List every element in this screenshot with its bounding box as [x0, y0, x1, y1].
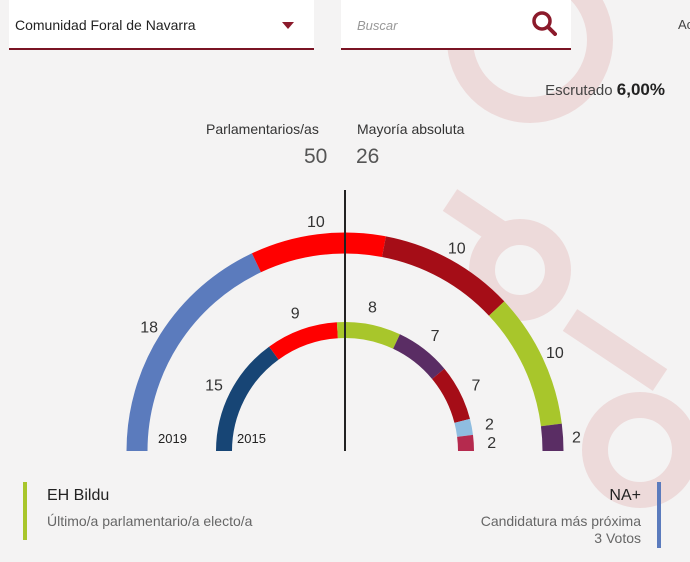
inner-ring-2015-seat-label: 9: [291, 306, 300, 323]
outer-ring-2019-segment[interactable]: [540, 423, 564, 452]
escrutado-status: Escrutado 6,00%: [545, 80, 665, 100]
outer-ring-2019-segment[interactable]: [251, 232, 386, 273]
inner-ring-2015-segment[interactable]: [216, 346, 279, 452]
majority-value: 26: [356, 145, 380, 168]
last-elected-card: EH Bildu Último/a parlamentario/a electo…: [23, 482, 252, 540]
inner-ring-2015-segment[interactable]: [269, 322, 339, 360]
outer-ring-2019-seat-label: 10: [448, 241, 466, 258]
outer-ring-2019-segment[interactable]: [488, 301, 562, 427]
next-candidate-caption-line: Candidatura más próxima: [480, 513, 641, 529]
inner-ring-2015-segment[interactable]: [392, 334, 445, 380]
clipped-link[interactable]: Ac: [678, 17, 690, 32]
inner-ring-2015-year-label: 2015: [237, 431, 266, 446]
last-elected-caption: Último/a parlamentario/a electo/a: [47, 513, 253, 529]
inner-ring-2015-seat-label: 2: [487, 435, 496, 452]
search-input[interactable]: [355, 12, 529, 38]
seats-label: Parlamentarios/as: [206, 121, 319, 137]
outer-ring-2019-segment[interactable]: [381, 236, 505, 316]
outer-ring-2019-seat-label: 18: [140, 320, 158, 337]
outer-ring-2019-segment[interactable]: [126, 253, 261, 452]
inner-ring-2015-seat-label: 8: [368, 300, 377, 317]
escrutado-label: Escrutado: [545, 82, 613, 99]
inner-ring-2015-segment[interactable]: [336, 322, 400, 349]
next-candidate-caption: Candidatura más próxima 3 Votos: [481, 513, 641, 547]
last-elected-party: EH Bildu: [47, 487, 110, 504]
search-icon[interactable]: [531, 10, 557, 41]
next-candidate-votes: 3 Votos: [594, 530, 641, 546]
outer-ring-2019-seat-label: 10: [546, 345, 564, 362]
outer-ring-2019-seat-label: 2: [572, 429, 581, 446]
inner-ring-2015-seat-label: 7: [431, 328, 440, 345]
inner-ring-2015-segment[interactable]: [457, 434, 475, 452]
seats-value: 50: [304, 145, 328, 168]
inner-ring-2015-seat-label: 15: [205, 377, 223, 394]
inner-ring-2015-segment[interactable]: [431, 368, 470, 424]
majority-label: Mayoría absoluta: [357, 121, 465, 137]
escrutado-value: 6,00%: [616, 80, 665, 99]
inner-ring-2015-seat-label: 2: [485, 417, 494, 434]
chevron-down-icon: [282, 22, 294, 29]
outer-ring-2019-seat-label: 10: [307, 214, 325, 231]
inner-ring-2015-seat-label: 7: [472, 377, 481, 394]
outer-ring-2019-year-label: 2019: [158, 431, 187, 446]
next-candidate-card: NA+ Candidatura más próxima 3 Votos: [481, 482, 661, 548]
region-select[interactable]: Comunidad Foral de Navarra: [9, 0, 314, 50]
search-box: [341, 0, 571, 50]
next-candidate-party: NA+: [609, 487, 641, 504]
inner-ring-2015-segment[interactable]: [454, 418, 473, 437]
region-select-value: Comunidad Foral de Navarra: [15, 17, 196, 33]
